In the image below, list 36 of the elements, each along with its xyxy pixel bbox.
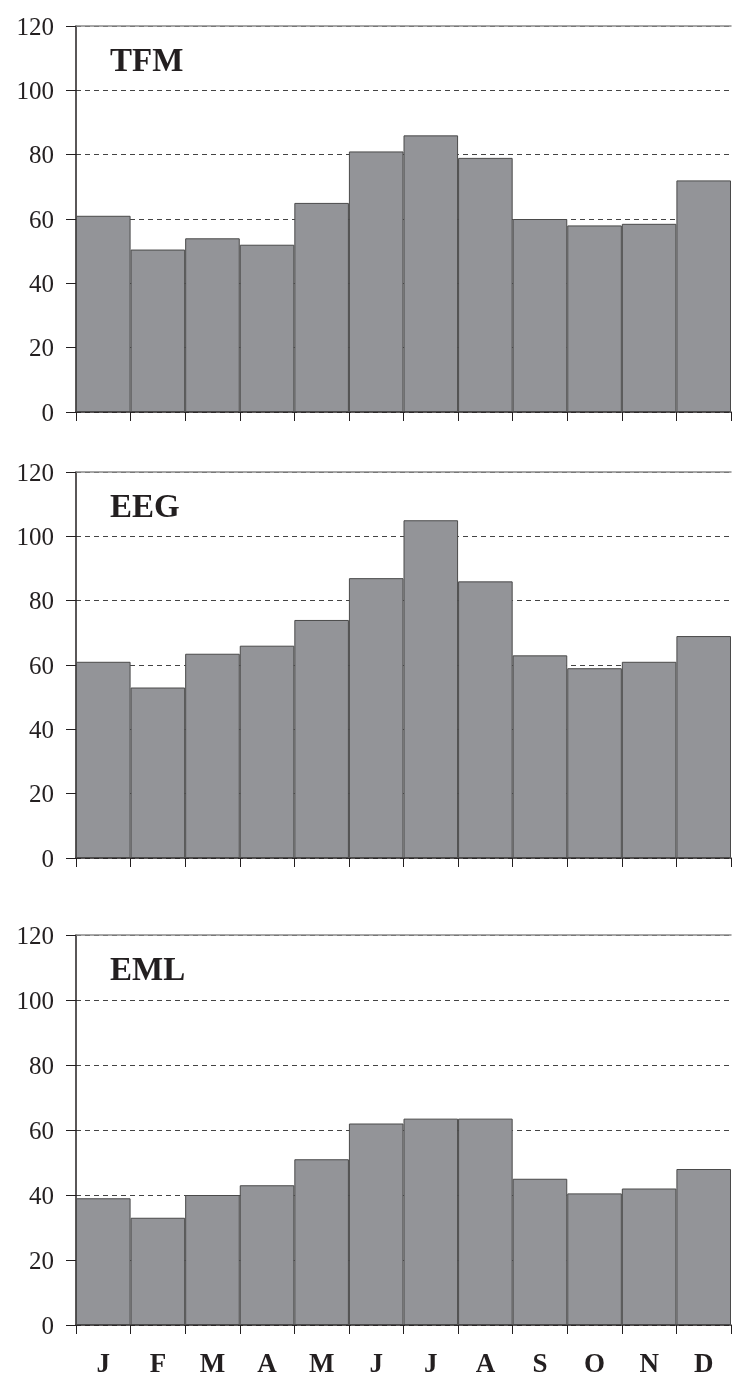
y-tick-label: 40	[29, 269, 54, 297]
y-tick-label: 60	[29, 1116, 54, 1144]
y-tick-label: 100	[16, 986, 54, 1014]
x-tick-label: O	[584, 1347, 606, 1378]
y-tick-label: 60	[29, 651, 54, 679]
y-tick-label: 120	[16, 12, 54, 40]
x-tick-label: M	[199, 1347, 226, 1378]
text: EEG	[110, 487, 180, 524]
text: TFM	[110, 41, 184, 78]
text: EML	[110, 950, 186, 987]
x-tick-label: J	[424, 1347, 438, 1378]
y-tick-label: 20	[29, 780, 54, 808]
x-tick-label: F	[149, 1347, 167, 1378]
x-tick-label: A	[257, 1347, 278, 1378]
y-tick-label: 20	[29, 334, 54, 362]
y-tick-label: 120	[16, 921, 54, 949]
y-tick-label: 80	[29, 141, 54, 169]
x-tick-label: A	[475, 1347, 496, 1378]
y-tick-label: 20	[29, 1246, 54, 1274]
x-tick-label: J	[96, 1347, 111, 1378]
y-tick-label: 40	[29, 715, 54, 743]
x-tick-label: D	[693, 1347, 714, 1378]
y-tick-label: 40	[29, 1181, 54, 1209]
y-tick-label: 100	[16, 522, 54, 550]
y-tick-label: 0	[41, 398, 54, 426]
y-tick-label: 0	[41, 844, 54, 872]
x-tick-label: N	[639, 1347, 660, 1378]
y-tick-label: 120	[16, 458, 54, 486]
x-tick-label: S	[532, 1347, 548, 1378]
x-tick-label: M	[308, 1347, 335, 1378]
y-tick-label: 100	[16, 76, 54, 104]
y-tick-label: 80	[29, 587, 54, 615]
y-tick-label: 80	[29, 1051, 54, 1079]
x-tick-label: J	[369, 1347, 383, 1378]
y-tick-label: 0	[41, 1311, 54, 1339]
y-tick-label: 60	[29, 205, 54, 233]
